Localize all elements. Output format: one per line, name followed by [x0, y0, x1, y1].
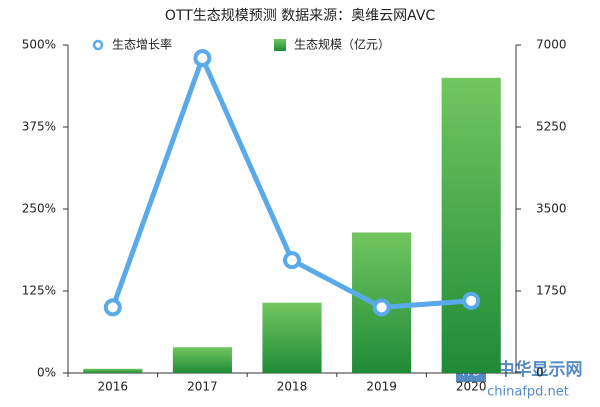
- watermark: FPD 中华显示网 chinafpd.net: [456, 359, 583, 400]
- y2-tick-label: 0: [536, 366, 544, 380]
- line-point: [462, 291, 481, 310]
- bar: [262, 302, 322, 373]
- y2-tick-label: 1750: [536, 284, 567, 298]
- legend-label: 生态规模（亿元）: [294, 37, 390, 52]
- bar: [441, 77, 501, 374]
- chart-title: OTT生态规模预测 数据来源：奥维云网AVC: [165, 7, 436, 24]
- y-tick-label: 375%: [22, 120, 56, 134]
- bar: [83, 368, 143, 373]
- y2-tick-label: 7000: [536, 38, 567, 52]
- legend-marker: [274, 39, 286, 51]
- legend-label: 生态增长率: [112, 37, 172, 52]
- y-tick-label: 0%: [37, 366, 56, 380]
- line-point: [372, 298, 391, 317]
- bar: [172, 347, 232, 373]
- line-point: [283, 251, 301, 270]
- y-tick-label: 500%: [22, 38, 56, 52]
- x-tick-label: 2017: [187, 380, 218, 394]
- line: [110, 55, 472, 310]
- line-point: [193, 49, 212, 68]
- y2-tick-label: 3500: [536, 202, 567, 216]
- line-point: [103, 298, 122, 317]
- x-tick-label: 2019: [366, 380, 397, 394]
- x-tick-label: 2018: [277, 380, 308, 394]
- y-tick-label: 250%: [22, 202, 56, 216]
- y2-tick-label: 5250: [536, 120, 567, 134]
- x-tick-label: 2020: [456, 380, 487, 394]
- watermark-name: 中华显示网: [498, 359, 583, 380]
- watermark-site: chinafpd.net: [487, 385, 569, 400]
- y-tick-label: 125%: [22, 284, 56, 298]
- x-tick-label: 2016: [98, 380, 129, 394]
- legend-marker: [92, 39, 104, 51]
